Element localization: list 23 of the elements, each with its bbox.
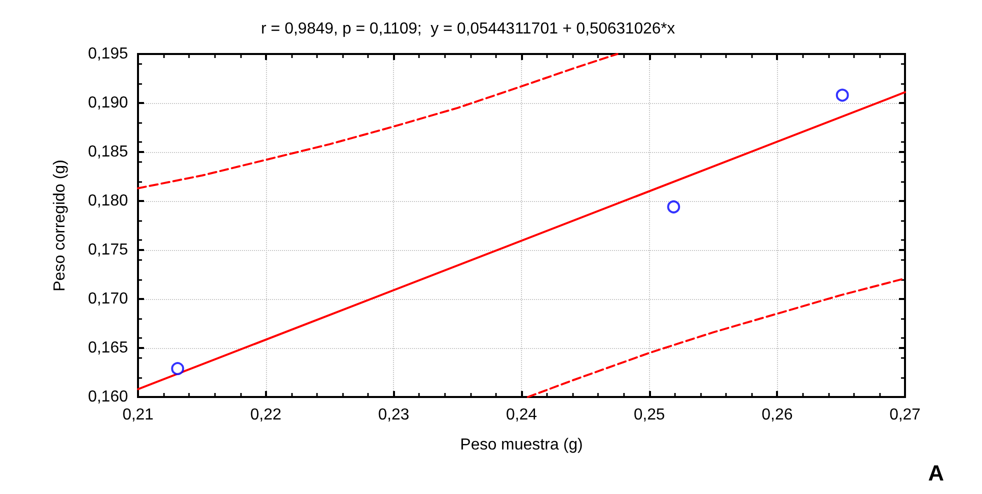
x-tick-label: 0,26	[762, 406, 793, 424]
line-series	[137, 53, 618, 190]
y-tick-label: 0,160	[88, 388, 128, 406]
point	[667, 200, 680, 214]
y-tick-label: 0,175	[88, 242, 128, 258]
point	[171, 362, 184, 376]
x-tick-label: 0,24	[506, 406, 538, 424]
x-axis-title: Peso muestra (g)	[460, 436, 583, 454]
y-tick-label: 0,190	[88, 94, 128, 112]
x-tick-label: 0,25	[634, 406, 666, 424]
x-tick-label: 0,27	[889, 406, 921, 424]
y-axis-title: Peso corregido (g)	[52, 160, 68, 292]
text: A	[928, 460, 944, 486]
y-tick-label: 0,195	[88, 46, 128, 62]
y-tick-label: 0,170	[88, 290, 128, 308]
y-tick-label: 0,180	[88, 192, 128, 210]
point	[836, 88, 849, 102]
x-tick-label: 0,22	[250, 406, 282, 424]
y-tick-label: 0,185	[88, 144, 128, 160]
y-tick-label: 0,165	[88, 340, 128, 356]
x-tick-label: 0,23	[378, 406, 410, 424]
chart-title: r = 0,9849, p = 0,1109; y = 0,0544311701 + 0,50631026*x	[261, 20, 675, 38]
x-tick-label: 0,21	[122, 406, 154, 424]
